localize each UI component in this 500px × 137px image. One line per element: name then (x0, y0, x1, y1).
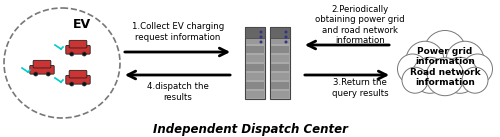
Circle shape (424, 31, 466, 72)
Circle shape (406, 41, 444, 79)
FancyBboxPatch shape (69, 70, 87, 78)
FancyBboxPatch shape (246, 91, 264, 98)
FancyBboxPatch shape (246, 82, 264, 89)
Circle shape (442, 57, 478, 93)
Circle shape (260, 35, 262, 38)
FancyBboxPatch shape (246, 72, 264, 80)
Text: 1.Collect EV charging
request information: 1.Collect EV charging request informatio… (132, 22, 224, 42)
Circle shape (46, 72, 50, 76)
FancyBboxPatch shape (271, 45, 289, 53)
Circle shape (284, 41, 288, 44)
FancyBboxPatch shape (66, 45, 90, 54)
Circle shape (82, 52, 86, 56)
Circle shape (284, 31, 288, 34)
Text: 4.dispatch the
results: 4.dispatch the results (147, 82, 209, 102)
Text: 2.Periodically
obtaining power grid
and road network
information: 2.Periodically obtaining power grid and … (315, 5, 405, 45)
FancyBboxPatch shape (270, 27, 290, 99)
FancyBboxPatch shape (270, 27, 290, 38)
FancyBboxPatch shape (246, 28, 264, 35)
FancyBboxPatch shape (245, 27, 265, 99)
Circle shape (398, 54, 428, 84)
FancyBboxPatch shape (271, 64, 289, 71)
Circle shape (446, 41, 484, 79)
FancyBboxPatch shape (271, 91, 289, 98)
Circle shape (70, 82, 73, 86)
Circle shape (426, 58, 464, 96)
FancyBboxPatch shape (33, 60, 51, 68)
FancyBboxPatch shape (271, 36, 289, 44)
Text: EV: EV (73, 18, 91, 32)
Circle shape (462, 67, 488, 93)
Circle shape (284, 35, 288, 38)
Circle shape (402, 67, 428, 93)
Circle shape (260, 41, 262, 44)
Text: Independent Dispatch Center: Independent Dispatch Center (152, 123, 348, 136)
Circle shape (82, 82, 86, 86)
Text: 3.Return the
query results: 3.Return the query results (332, 78, 388, 98)
FancyBboxPatch shape (271, 82, 289, 89)
FancyBboxPatch shape (30, 65, 54, 74)
FancyBboxPatch shape (271, 72, 289, 80)
FancyBboxPatch shape (245, 27, 265, 38)
FancyBboxPatch shape (246, 36, 264, 44)
FancyBboxPatch shape (271, 55, 289, 62)
FancyBboxPatch shape (271, 28, 289, 35)
Circle shape (462, 54, 492, 84)
Circle shape (260, 31, 262, 34)
Circle shape (412, 57, 448, 93)
Circle shape (34, 72, 38, 76)
FancyBboxPatch shape (66, 75, 90, 84)
FancyBboxPatch shape (246, 64, 264, 71)
Text: Power grid
information
Road network
information: Power grid information Road network info… (410, 47, 480, 87)
FancyBboxPatch shape (69, 40, 87, 48)
FancyBboxPatch shape (246, 55, 264, 62)
FancyBboxPatch shape (246, 45, 264, 53)
Circle shape (70, 52, 73, 56)
